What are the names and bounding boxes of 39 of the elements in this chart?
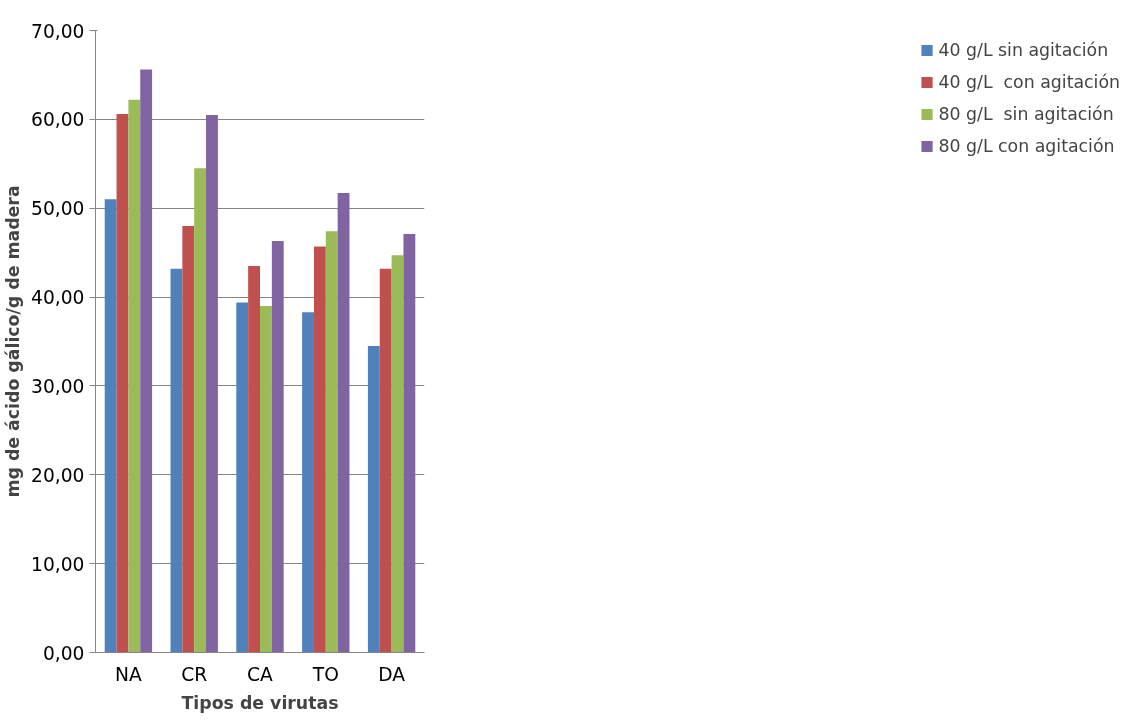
bar [248,265,260,653]
y-tick-label: 0,00 [42,642,85,664]
bar [313,246,326,653]
x-axis-title: Tipos de virutas [181,692,339,713]
y-tick-label: 10,00 [31,553,85,575]
y-tick-label: 60,00 [31,109,85,131]
legend-label: 40 g/L sin agitación [938,40,1109,60]
bar [128,99,141,653]
x-tick-label: CA [247,663,274,685]
bar [367,345,380,653]
y-tick-label: 30,00 [31,375,85,397]
y-tick-label: 50,00 [31,198,85,220]
x-tick-label: CR [181,663,208,685]
bar [104,199,117,653]
legend-label: 80 g/L con agitación [938,136,1115,156]
bar [206,114,218,653]
bar [403,233,416,653]
x-tick-label: DA [378,663,406,685]
x-tick-label: NA [115,663,142,685]
bar [337,193,350,653]
bar [140,69,153,653]
bar [325,231,338,653]
bar [391,255,404,653]
y-tick-label: 40,00 [31,287,85,309]
bar [260,305,272,653]
legend-label: 40 g/L con agitación [938,72,1120,92]
bar [236,302,249,653]
y-tick-label: 70,00 [31,20,85,42]
bar [379,268,392,653]
x-tick-label: TO [311,663,339,685]
bar [116,114,129,653]
bar [182,225,195,653]
y-tick-label: 20,00 [31,464,85,486]
y-axis-title: mg de ácido gálico/g de madera [3,185,24,498]
bar [302,312,314,653]
bar [194,168,207,653]
legend-label: 80 g/L sin agitación [938,104,1114,124]
bar [170,268,183,653]
bar [271,241,284,653]
